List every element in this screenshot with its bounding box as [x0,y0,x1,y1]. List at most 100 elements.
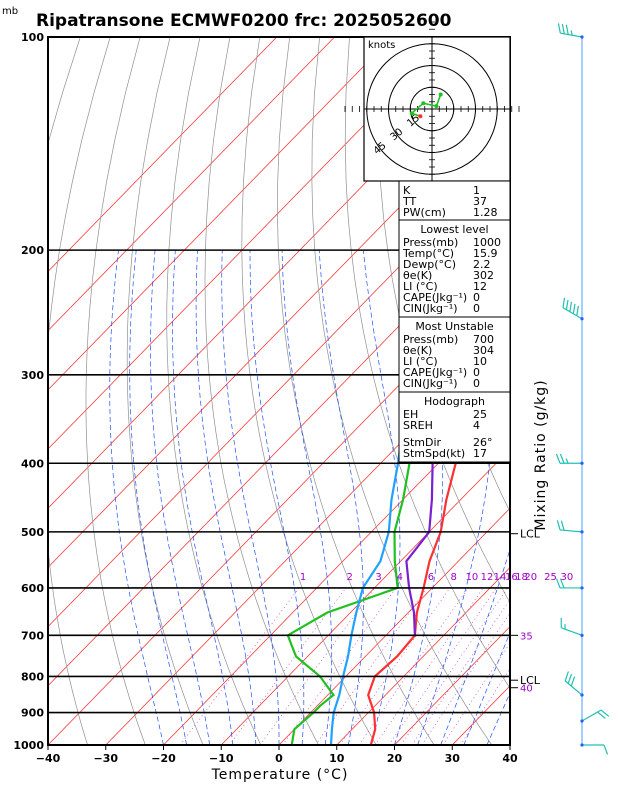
wind-barb-feather [559,578,565,589]
dry-adiabat-line [241,37,377,745]
moist-adiabat-line [486,692,510,745]
wind-barb-feather [557,23,561,34]
moist-adiabat-line [249,250,305,745]
wind-barb-feather [565,458,569,464]
wind-barb-feather [572,303,576,314]
isotherm-line [48,270,510,745]
wind-barb-base [580,461,584,465]
panel-value: 10 [473,355,487,368]
wind-barb-base [580,743,584,747]
panel-value: 1.28 [473,206,498,219]
mixing-ratio-line [421,612,510,745]
pressure-tick-label: 900 [21,707,44,720]
moist-adiabat-line [509,744,510,745]
panel-value: 15.9 [473,247,498,260]
isotherm-line [48,37,278,272]
x-tick-label: 0 [275,752,283,765]
wind-barb-feather [570,676,576,687]
y-axis-label: Mixing Ratio (g/kg) [533,379,549,530]
panel-value: 304 [473,344,494,357]
right-annotation: LCL [520,674,541,687]
wind-barb-feather [565,24,569,35]
wind-barb-feather [555,453,561,464]
wind-barb-base [580,693,584,697]
hodograph-indices-box [398,391,511,463]
wind-barb-staff [562,307,583,320]
mixing-ratio-label: 3 [375,572,381,583]
panel-label: Press(mb) [403,333,458,346]
dry-adiabat-line [85,37,146,745]
wind-barb-feather [560,520,565,531]
x-tick-label: 40 [502,752,518,765]
wind-barb-base [580,719,584,723]
hodograph-point [409,111,414,116]
pressure-tick-label: 100 [21,31,44,44]
moist-adiabat-line [221,250,280,745]
right-annotation: 40 [520,684,533,695]
wind-barbs [555,23,610,755]
pressure-tick-label: 700 [21,629,44,642]
mixing-ratio-label: 4 [397,572,403,583]
x-axis-ticks: −40 −30 −20 −10 0 10 20 30 40 [36,745,518,765]
mixing-ratio-line [339,587,451,745]
moist-adiabat-line [318,250,364,745]
x-tick-label: −10 [209,752,234,765]
pressure-ticks: 100 200 300 400 500 600 700 800 900 1000 [13,31,44,752]
wind-barb-feather [569,301,573,312]
pressure-tick-label: 1000 [13,739,44,752]
wind-barb-feather [562,297,566,308]
moist-adiabat-line [109,250,164,745]
moist-adiabat-line [150,250,211,745]
right-annotation: LCL [520,528,541,541]
wind-barb-feather [561,23,565,34]
mixing-ratio-line [411,598,510,745]
wind-barb-feather [556,520,561,531]
wind-barb-feather [559,453,565,464]
hodograph-units: knots [368,40,395,51]
panel-label: Temp(°C) [402,247,454,260]
panel-value: 17 [473,447,487,460]
wind-barb-feather [570,30,573,36]
pressure-tick-label: 600 [21,582,44,595]
mixing-ratio-label: 18 [515,572,528,583]
panel-label: StmSpd(kt) [403,447,465,460]
mixing-ratio-label: 14 [494,572,507,583]
wind-barb-base [580,633,584,637]
panel-label: LI (°C) [403,280,438,293]
panel-label: K [403,184,411,197]
wind-barb-staff [581,709,602,722]
mixing-ratio-label: 25 [544,572,557,583]
panel-label: θe(K) [403,269,432,282]
dry-adiabat-line [126,37,204,745]
wind-barb-base [580,35,584,39]
x-tick-label: −40 [36,752,61,765]
panel-label: θe(K) [403,344,432,357]
mixing-ratio-label: 1 [300,572,306,583]
hodograph-point [421,101,426,106]
dry-adiabat-line [166,37,262,745]
most-unstable-box [398,316,511,393]
moist-adiabat-line [195,250,257,745]
wind-barb-base [580,530,584,534]
chart-title: Ripatransone ECMWF0200 frc: 2025052600 [36,11,452,31]
panel-label: CAPE(Jkg⁻¹) [403,366,467,379]
wind-barb-feather [576,305,580,316]
x-axis-label: Temperature (°C) [211,767,349,783]
panel-value: 37 [473,195,487,208]
hodograph-point [438,92,443,97]
isotherm-line [48,37,335,332]
panel-value: 1000 [473,236,501,249]
mixing-ratio-label: 10 [465,572,478,583]
panel-label: CAPE(Jkg⁻¹) [403,291,467,304]
mixing-ratio-label: 2 [347,572,353,583]
panel-label: Press(mb) [403,236,458,249]
mixing-ratio-label: 30 [561,572,574,583]
dry-adiabat-line [498,37,510,144]
right-annotation: 35 [520,631,533,642]
indices-box [398,180,511,221]
pressure-tick-label: 800 [21,670,44,683]
dry-adiabat-line [277,37,435,745]
